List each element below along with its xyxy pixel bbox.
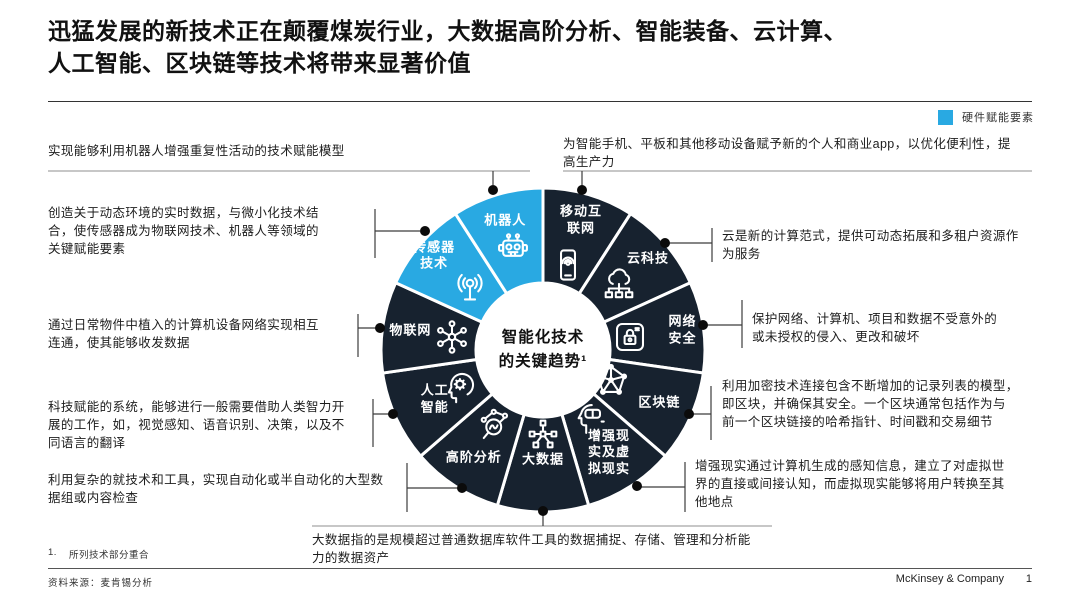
dot-iot: [375, 323, 385, 333]
legend-label: 硬件赋能要素: [962, 112, 1034, 124]
segment-label-cybersecurity: 网络 安全: [668, 313, 697, 345]
segment-label-iot: 物联网: [389, 322, 432, 338]
annotation-analytics: 利用复杂的就技术和工具，实现自动化或半自动化的大型数 据组或内容检查: [48, 473, 384, 505]
dot-security: [698, 320, 708, 330]
mobile-internet-icon: [549, 246, 587, 284]
segment-label-sensor: 传感器 技术: [413, 239, 456, 271]
annotation-big-data: 大数据指的是规模超过普通数据库软件工具的数据捕捉、存储、管理和分析能 力的数据资…: [312, 533, 751, 565]
brand-logo: McKinsey & Company: [895, 573, 1004, 585]
footnote-number: 1.: [48, 547, 57, 558]
annotation-robot: 实现能够利用机器人增强重复性活动的技术赋能模型: [48, 144, 345, 158]
annotation-sensor: 创造关于动态环境的实时数据，与微小化技术结 合，使传感器成为物联网技术、机器人等…: [48, 206, 319, 256]
annotation-ai: 科技赋能的系统，能够进行一般需要借助人类智力开 展的工作，如，视觉感知、语音识别…: [48, 400, 345, 450]
cloud-icon: [600, 266, 638, 304]
dot-mobile: [577, 185, 587, 195]
annotation-mobile-internet: 为智能手机、平板和其他移动设备赋予新的个人和商业app，以优化便利性，提 高生产…: [563, 137, 1011, 169]
dot-cloud: [660, 238, 670, 248]
cybersecurity-icon: [611, 318, 649, 356]
segment-label-analytics: 高阶分析: [445, 449, 502, 465]
title-divider: [48, 101, 1032, 102]
page-number: 1: [1025, 573, 1032, 585]
annotation-cybersecurity: 保护网络、计算机、项目和数据不受意外的 或未授权的侵入、更改和破坏: [752, 312, 998, 344]
legend: 硬件赋能要素: [938, 109, 1034, 125]
wheel-center-label: 智能化技术 的关键趋势¹: [480, 287, 606, 413]
dot-blockchain: [684, 409, 694, 419]
dot-sensor: [420, 226, 430, 236]
dot-ai: [388, 409, 398, 419]
iot-icon: [433, 318, 471, 356]
annotation-cloud: 云是新的计算范式，提供可动态拓展和多租户资源作 为服务: [722, 229, 1019, 261]
robot-icon: [494, 227, 532, 265]
legend-color-swatch: [938, 109, 953, 125]
dot-robot: [488, 185, 498, 195]
ar-vr-icon: [568, 400, 606, 438]
annotation-blockchain: 利用加密技术连接包含不断增加的记录列表的模型， 即区块，并确保其安全。一个区块通…: [722, 379, 1019, 429]
segment-label-blockchain: 区块链: [638, 394, 681, 410]
annotation-iot: 通过日常物件中植入的计算机设备网络实现相互 连通，使其能够收发数据: [48, 318, 319, 350]
blockchain-icon: [592, 362, 630, 400]
footnote: 1. 所列技术部分重合: [48, 547, 149, 561]
segment-label-big-data: 大数据: [521, 451, 565, 467]
ai-icon: [440, 369, 478, 407]
sensor-icon: [451, 267, 489, 305]
dot-bigdata: [538, 506, 548, 516]
annotation-ar-vr: 增强现实通过计算机生成的感知信息，建立了对虚拟世 界的直接或间接认知，而虚拟现实…: [695, 459, 1005, 509]
big-data-icon: [524, 415, 562, 453]
source-line: 资料来源：麦肯锡分析: [48, 578, 154, 589]
analytics-icon: [476, 406, 514, 444]
segment-label-mobile-internet: 移动互 联网: [560, 203, 603, 236]
footer-divider: [48, 568, 1032, 569]
page-title: 迅猛发展的新技术正在颠覆煤炭行业，大数据高阶分析、智能装备、云计算、 人工智能、…: [48, 18, 847, 76]
footnote-text: 所列技术部分重合: [68, 550, 149, 561]
dot-arvr: [632, 481, 642, 491]
dot-analytics: [457, 483, 467, 493]
